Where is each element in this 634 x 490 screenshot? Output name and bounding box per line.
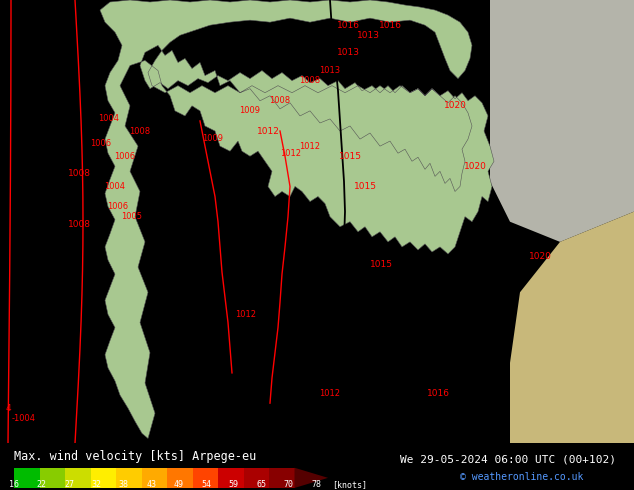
Text: 1006: 1006 [107,202,129,211]
Polygon shape [141,468,167,488]
Text: 1016: 1016 [378,21,401,30]
Text: We 29-05-2024 06:00 UTC (00+102): We 29-05-2024 06:00 UTC (00+102) [400,455,616,465]
Text: 1015: 1015 [370,260,393,269]
Text: 49: 49 [174,481,184,490]
Text: 1009: 1009 [240,106,261,115]
Text: 70: 70 [283,481,294,490]
Text: 4: 4 [5,404,11,413]
Text: 65: 65 [256,481,266,490]
Text: 1013: 1013 [356,31,380,40]
Text: 1004: 1004 [98,114,119,123]
Polygon shape [100,0,494,439]
Text: 1020: 1020 [463,162,486,171]
Text: 1015: 1015 [354,182,377,191]
Polygon shape [269,468,295,488]
Text: 27: 27 [64,481,74,490]
Text: 59: 59 [229,481,239,490]
Text: 1006: 1006 [90,139,111,148]
Text: [knots]: [knots] [332,481,367,490]
Text: 1012: 1012 [235,311,256,319]
Polygon shape [14,468,39,488]
Text: 16: 16 [9,481,19,490]
Text: 78: 78 [311,481,321,490]
Polygon shape [295,468,328,488]
Polygon shape [490,0,634,242]
Text: 1005: 1005 [122,212,143,221]
Text: 1008: 1008 [299,76,321,85]
Text: 1012: 1012 [299,142,321,150]
Text: 1013: 1013 [320,66,340,75]
Polygon shape [243,468,269,488]
Text: 1006: 1006 [115,152,136,161]
Text: 1012: 1012 [280,149,301,158]
Text: 1008: 1008 [129,126,150,136]
Text: 1013: 1013 [337,48,359,57]
Text: 1016: 1016 [337,21,359,30]
Text: 22: 22 [37,481,46,490]
Polygon shape [39,468,65,488]
Text: 1008: 1008 [68,170,91,178]
Text: 1009: 1009 [202,134,223,143]
Text: 32: 32 [91,481,101,490]
Polygon shape [116,468,141,488]
Text: 38: 38 [119,481,129,490]
Polygon shape [510,212,634,443]
Text: Max. wind velocity [kts] Arpege-eu: Max. wind velocity [kts] Arpege-eu [14,450,256,463]
Text: © weatheronline.co.uk: © weatheronline.co.uk [460,472,583,482]
Text: 54: 54 [201,481,211,490]
Text: 1004: 1004 [105,182,126,191]
Text: 1020: 1020 [529,252,552,262]
Text: 1008: 1008 [269,96,290,105]
Text: 1016: 1016 [427,389,450,397]
Text: 1020: 1020 [444,101,467,110]
Polygon shape [65,468,91,488]
Text: 43: 43 [146,481,157,490]
Polygon shape [167,468,193,488]
Text: 1015: 1015 [339,152,361,161]
Text: 1012: 1012 [257,126,280,136]
Polygon shape [91,468,116,488]
Text: -1004: -1004 [12,414,36,423]
Polygon shape [193,468,218,488]
Polygon shape [218,468,243,488]
Text: 1008: 1008 [68,220,91,229]
Text: 1012: 1012 [320,389,340,397]
